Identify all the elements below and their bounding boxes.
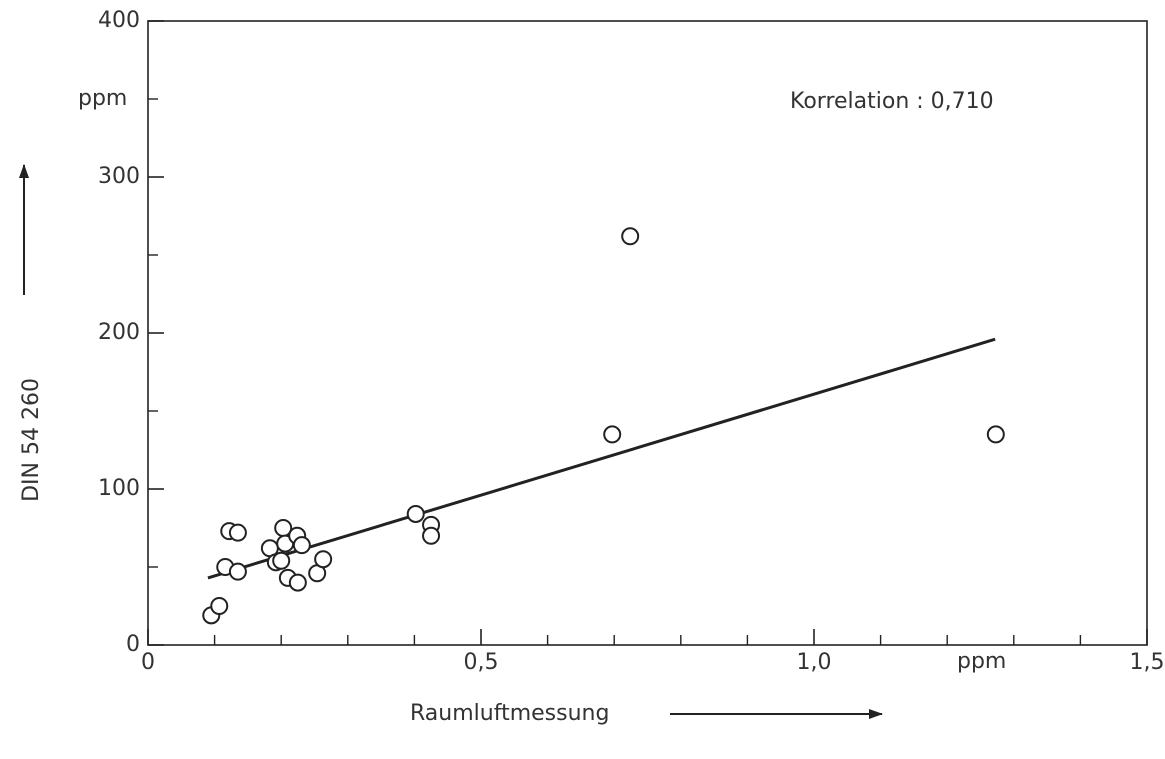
y-unit-label: ppm: [78, 86, 127, 111]
x-tick-label: 1,5: [1130, 650, 1165, 675]
x-unit-label: ppm: [957, 649, 1006, 674]
data-point: [603, 425, 622, 444]
fit-line: [207, 337, 996, 580]
x-tick-label: 0,5: [464, 650, 499, 675]
data-point: [210, 597, 229, 615]
data-point: [288, 573, 307, 592]
y-tick-label: 100: [98, 476, 140, 501]
x-axis-label: Raumluftmessung: [410, 701, 609, 726]
data-point: [228, 523, 247, 542]
data-point: [272, 551, 291, 570]
x-tick-label: 1,0: [797, 650, 832, 675]
annotation: Korrelation : 0,710: [790, 89, 994, 114]
data-point: [986, 425, 1005, 444]
data-point: [314, 550, 333, 569]
y-axis-label: DIN 54 260: [19, 378, 44, 502]
y-tick-label: 300: [98, 164, 140, 189]
data-point: [422, 526, 441, 545]
y-tick-label: 0: [126, 632, 140, 657]
data-point: [292, 536, 311, 555]
data-point: [406, 504, 425, 523]
y-tick-label: 200: [98, 320, 140, 345]
x-tick-label: 0: [141, 650, 155, 675]
data-point: [621, 227, 640, 246]
y-tick-label: 400: [98, 8, 140, 33]
data-point: [228, 562, 247, 581]
